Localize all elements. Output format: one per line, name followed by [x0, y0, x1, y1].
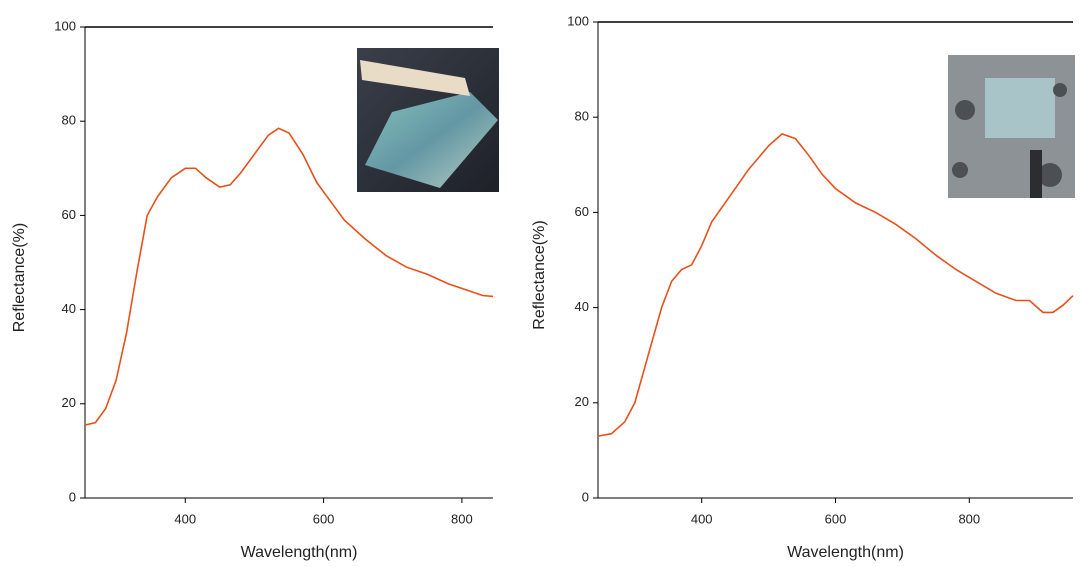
- x-axis-title: Wavelength(nm): [787, 544, 904, 561]
- x-tick-label: 600: [825, 511, 847, 526]
- data-line: [84, 127, 494, 426]
- y-tick-label: 40: [575, 299, 589, 314]
- x-tick-label: 800: [451, 511, 473, 526]
- y-tick-label: 40: [62, 301, 76, 316]
- y-tick-label: 0: [582, 489, 589, 504]
- y-tick-label: 80: [62, 113, 76, 128]
- y-tick-label: 80: [575, 109, 589, 124]
- inset-photo: [357, 48, 499, 192]
- y-tick-label: 100: [567, 13, 589, 28]
- y-tick-label: 60: [62, 207, 76, 222]
- y-axis-title: Reflectance(%): [531, 220, 548, 329]
- x-tick-label: 400: [691, 511, 713, 526]
- y-tick-label: 100: [54, 18, 76, 33]
- inset-photo: [948, 55, 1075, 198]
- y-tick-label: 20: [575, 394, 589, 409]
- x-tick-label: 800: [958, 511, 980, 526]
- y-axis-title: Reflectance(%): [11, 223, 28, 332]
- data-line: [597, 132, 1074, 437]
- x-tick-label: 600: [313, 511, 335, 526]
- x-tick-label: 400: [174, 511, 196, 526]
- y-tick-label: 60: [575, 204, 589, 219]
- y-tick-label: 20: [62, 395, 76, 410]
- y-tick-label: 0: [69, 489, 76, 504]
- x-axis-title: Wavelength(nm): [241, 544, 358, 561]
